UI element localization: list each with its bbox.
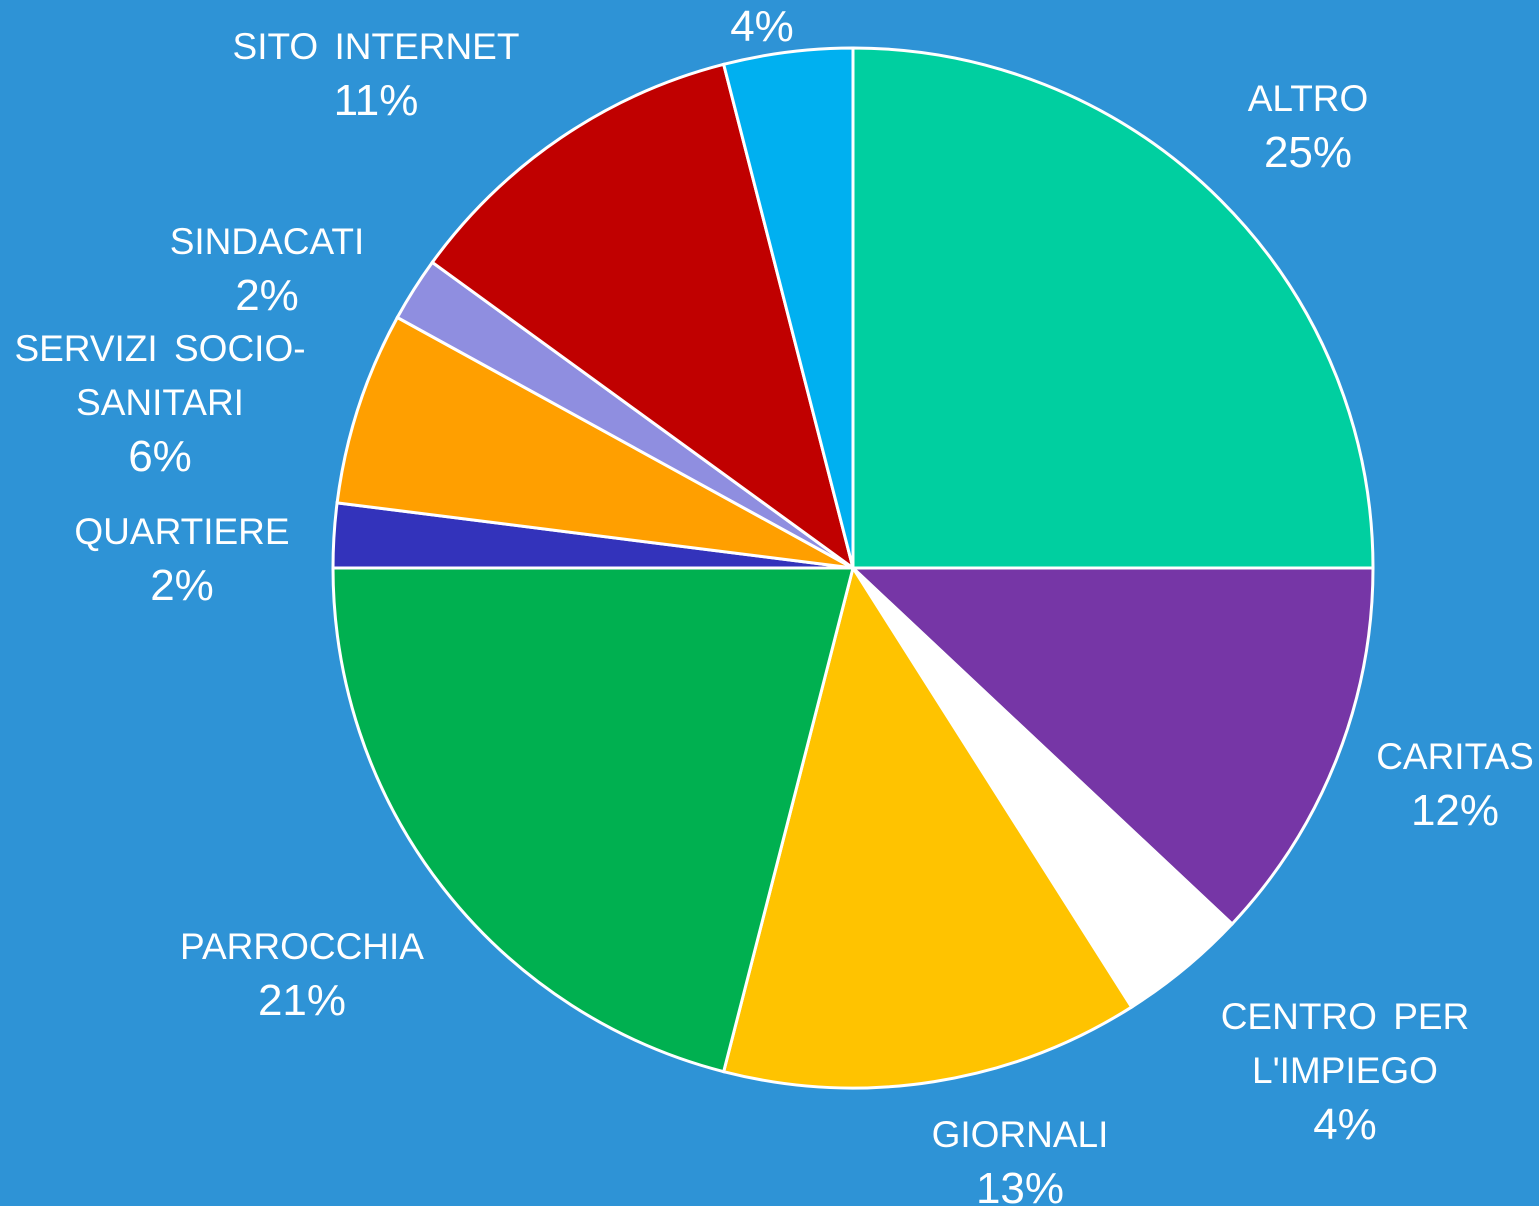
value-label: 2% (235, 271, 299, 320)
slice-label: CARITAS 12% (1335, 730, 1539, 838)
slice-label: ALTRO 25% (1158, 72, 1458, 180)
pie-slice (721, 564, 1134, 1090)
value-label: 25% (1263, 128, 1353, 177)
category-label: CARITAS (1376, 736, 1534, 777)
pie-slice (851, 46, 1375, 570)
pie-slice (430, 62, 856, 572)
value-label: 13% (975, 1164, 1065, 1206)
category-label: CENTRO PER L'IMPIEGO (1220, 996, 1470, 1091)
slice-label: PARROCCHIA 21% (132, 920, 472, 1028)
category-label: GIORNALI (931, 1114, 1109, 1155)
value-label: 12% (1410, 786, 1500, 835)
slice-label: SINDACATI 2% (117, 215, 417, 323)
value-label: 11% (333, 76, 419, 125)
value-label: 4% (1313, 1100, 1377, 1149)
pie-slice (849, 566, 1375, 927)
slice-label: CENTRO PER L'IMPIEGO 4% (1210, 990, 1480, 1152)
category-label: QUARTIERE (74, 511, 290, 552)
slice-label: GIORNALI 13% (870, 1108, 1170, 1206)
category-label: PARROCCHIA (180, 926, 424, 967)
slice-label: 4% (662, 0, 862, 54)
category-label: SINDACATI (169, 221, 365, 262)
pie-slice (721, 46, 855, 569)
category-label: ALTRO (1247, 78, 1369, 119)
value-label: 4% (730, 2, 794, 51)
slice-label: QUARTIERE 2% (32, 505, 332, 613)
slice-label: SITO INTERNET 11% (196, 20, 556, 128)
value-label: 21% (257, 976, 347, 1025)
slice-label: SERVIZI SOCIO-SANITARI 6% (0, 322, 320, 484)
category-label: SERVIZI SOCIO-SANITARI (14, 328, 306, 423)
value-label: 2% (150, 561, 214, 610)
pie-slice (335, 315, 854, 570)
value-label: 6% (128, 432, 192, 481)
category-label: SITO INTERNET (232, 26, 520, 67)
pie-slice (331, 566, 855, 1074)
